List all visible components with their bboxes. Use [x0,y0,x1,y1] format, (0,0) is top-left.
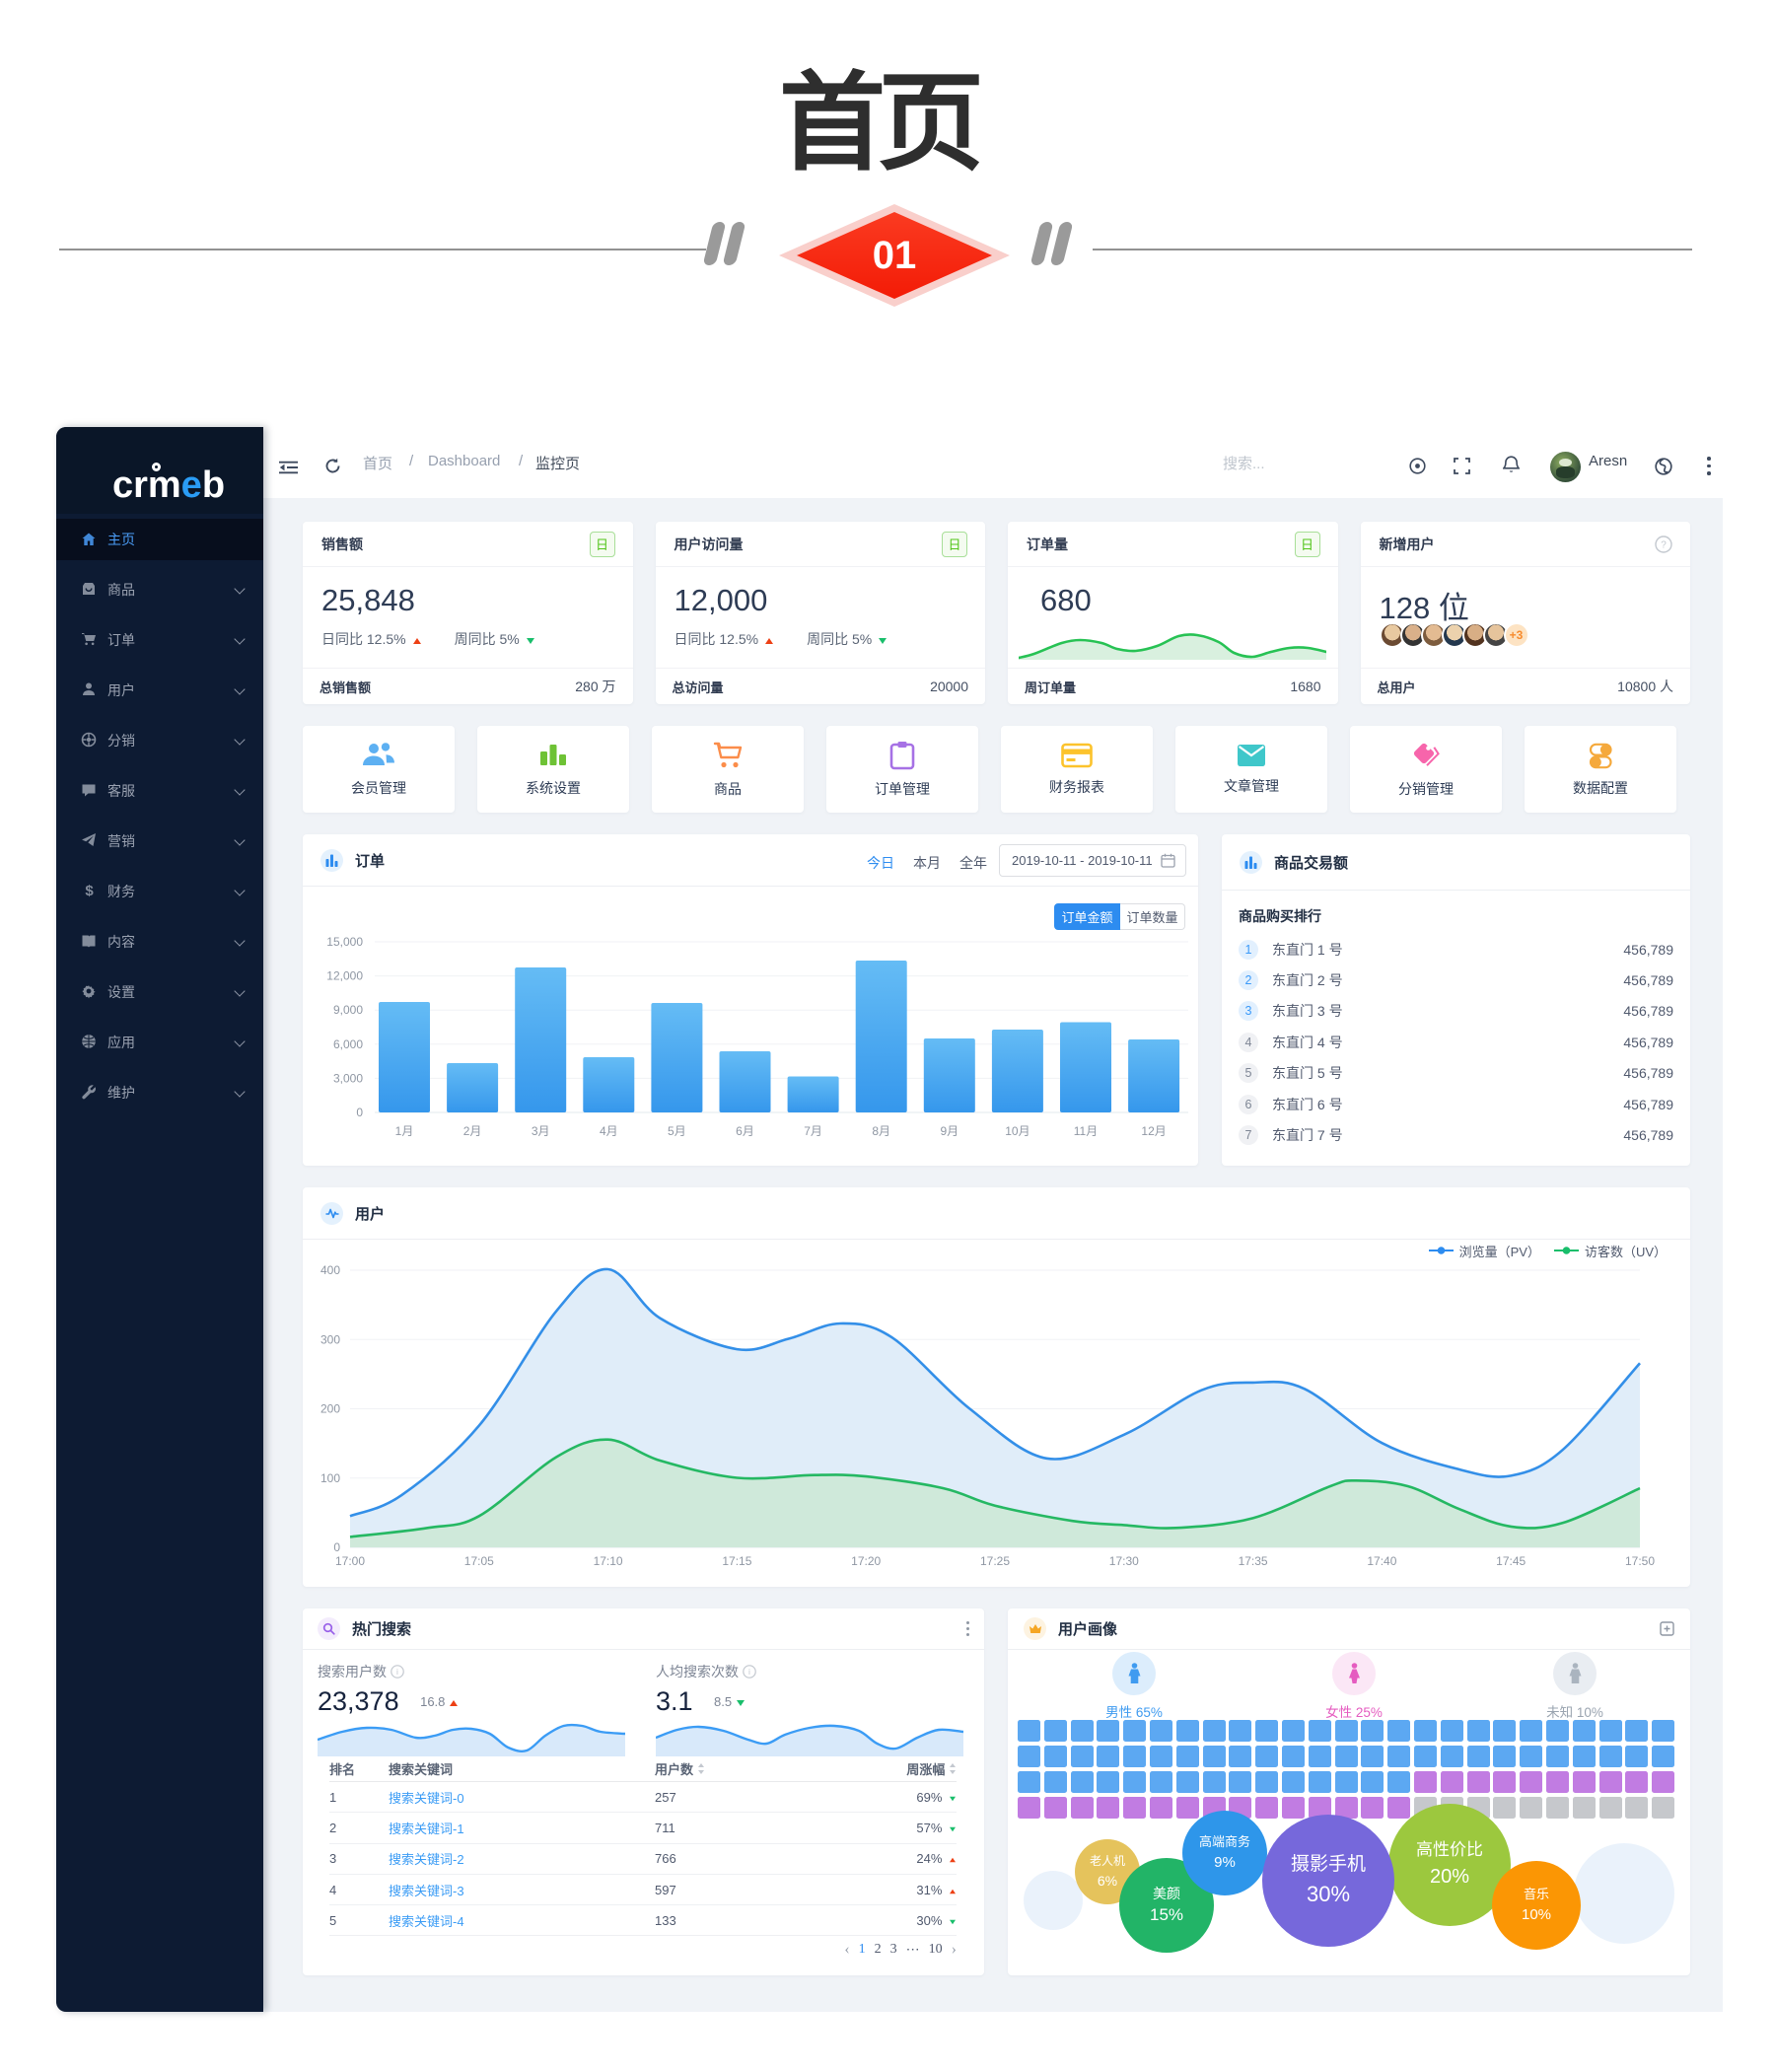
svg-text:5月: 5月 [668,1124,686,1138]
svg-text:17:50: 17:50 [1625,1554,1655,1568]
svg-text:17:20: 17:20 [851,1554,881,1568]
svg-text:8月: 8月 [872,1124,890,1138]
svg-text:6,000: 6,000 [333,1037,363,1051]
svg-text:i: i [396,1667,398,1677]
svg-text:17:40: 17:40 [1367,1554,1396,1568]
svg-text:17:00: 17:00 [335,1554,365,1568]
svg-text:15,000: 15,000 [326,935,363,949]
svg-text:3月: 3月 [532,1124,550,1138]
svg-text:400: 400 [320,1263,340,1277]
svg-text:17:45: 17:45 [1496,1554,1526,1568]
svg-text:10月: 10月 [1005,1124,1030,1138]
svg-text:300: 300 [320,1332,340,1346]
svg-text:9,000: 9,000 [333,1003,363,1017]
svg-text:17:15: 17:15 [722,1554,751,1568]
svg-text:12,000: 12,000 [326,969,363,983]
svg-text:17:35: 17:35 [1239,1554,1268,1568]
svg-text:i: i [748,1667,750,1677]
svg-text:17:05: 17:05 [464,1554,494,1568]
svg-text:1月: 1月 [395,1124,414,1138]
svg-text:0: 0 [356,1106,363,1119]
svg-text:17:10: 17:10 [594,1554,623,1568]
svg-text:0: 0 [333,1540,340,1554]
svg-text:?: ? [1661,539,1667,550]
svg-text:9月: 9月 [940,1124,958,1138]
svg-text:200: 200 [320,1402,340,1416]
svg-text:12月: 12月 [1141,1124,1166,1138]
svg-text:3,000: 3,000 [333,1071,363,1085]
svg-text:11月: 11月 [1074,1124,1098,1138]
svg-text:17:25: 17:25 [980,1554,1010,1568]
svg-text:6月: 6月 [736,1124,754,1138]
svg-text:100: 100 [320,1471,340,1485]
svg-text:4月: 4月 [600,1124,618,1138]
svg-text:2月: 2月 [463,1124,482,1138]
svg-text:17:30: 17:30 [1109,1554,1139,1568]
svg-text:7月: 7月 [804,1124,822,1138]
